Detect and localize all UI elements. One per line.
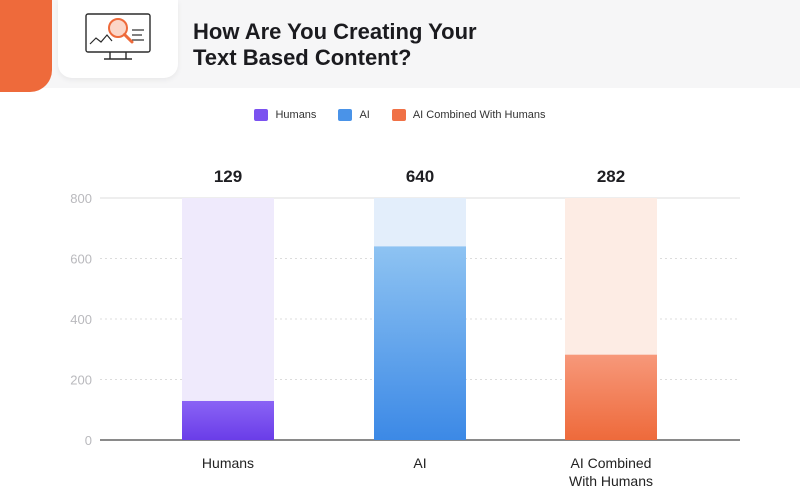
y-tick-label: 600: [70, 252, 92, 267]
chart-legend: Humans AI AI Combined With Humans: [0, 106, 800, 124]
legend-label-ai: AI: [359, 109, 370, 121]
bar: [182, 400, 274, 440]
legend-label-humans: Humans: [275, 109, 317, 121]
data-label: 640: [406, 167, 434, 186]
x-tick-label: Humans: [202, 455, 254, 471]
bar: [374, 246, 466, 440]
page-title: How Are You Creating Your Text Based Con…: [193, 19, 613, 71]
legend-swatch-humans: [254, 109, 269, 121]
legend-swatch-ai: [338, 109, 353, 121]
legend-item-humans: Humans: [254, 106, 316, 124]
y-tick-label: 0: [85, 433, 92, 448]
title-line-2: Text Based Content?: [193, 45, 412, 70]
accent-tab: [0, 0, 52, 92]
x-tick-label: AI: [413, 455, 426, 471]
title-line-1: How Are You Creating Your: [193, 19, 477, 44]
legend-swatch-combined: [391, 109, 406, 121]
y-tick-label: 200: [70, 373, 92, 388]
logo-card: [58, 0, 178, 78]
legend-item-ai: AI: [338, 106, 370, 124]
x-tick-label: With Humans: [569, 473, 653, 489]
data-label: 282: [597, 167, 625, 186]
legend-label-combined: AI Combined With Humans: [412, 109, 546, 121]
bar-track: [182, 198, 274, 440]
legend-item-combined: AI Combined With Humans: [391, 106, 546, 124]
y-tick-label: 400: [70, 312, 92, 327]
y-tick-label: 800: [70, 191, 92, 206]
bar: [565, 354, 657, 440]
data-label: 129: [214, 167, 242, 186]
x-tick-label: AI Combined: [571, 455, 652, 471]
magnifier-monitor-icon: [85, 13, 151, 60]
